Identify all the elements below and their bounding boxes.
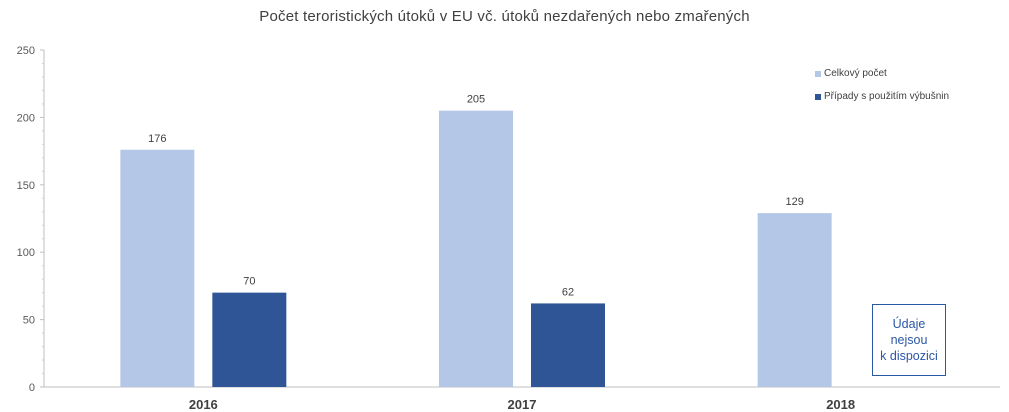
y-tick-label: 200 [17, 112, 35, 124]
annotation-line-3: k dispozici [880, 349, 938, 363]
data-label: 176 [148, 133, 166, 145]
x-category-label: 2017 [508, 397, 537, 412]
bar-explosives-2016 [212, 292, 287, 387]
y-tick-label: 0 [29, 382, 35, 394]
legend-label-total: Celkový počet [824, 68, 887, 79]
chart-title: Počet teroristických útoků v EU vč. útok… [259, 8, 750, 25]
annotation-line-1: Údaje [892, 317, 926, 331]
y-tick-label: 250 [17, 45, 35, 57]
x-category-label: 2016 [189, 397, 218, 412]
legend-swatch-explosives [815, 93, 821, 100]
legend: Celkový počet Případy s použitím výbušni… [815, 68, 949, 114]
y-tick-label: 150 [17, 180, 35, 192]
data-label: 205 [467, 94, 485, 106]
bar-explosives-2017 [531, 303, 605, 387]
legend-label-explosives: Případy s použitím výbušnin [824, 91, 950, 102]
data-label: 62 [562, 286, 574, 298]
bar-total-2018 [757, 213, 832, 387]
bar-total-2017 [439, 110, 513, 387]
y-tick-label: 100 [17, 247, 35, 259]
y-tick-label: 50 [23, 315, 35, 327]
data-label: 129 [785, 196, 803, 208]
legend-swatch-total [815, 70, 821, 77]
data-label: 70 [243, 276, 255, 288]
x-category-label: 2018 [826, 397, 855, 412]
annotation-line-2: nejsou [890, 333, 928, 347]
legend-item-explosives: Případy s použitím výbušnin [815, 91, 949, 102]
not-available-annotation: Údaje nejsou k dispozici [872, 304, 946, 376]
legend-item-total: Celkový počet [815, 68, 949, 79]
bar-total-2016 [120, 149, 195, 387]
